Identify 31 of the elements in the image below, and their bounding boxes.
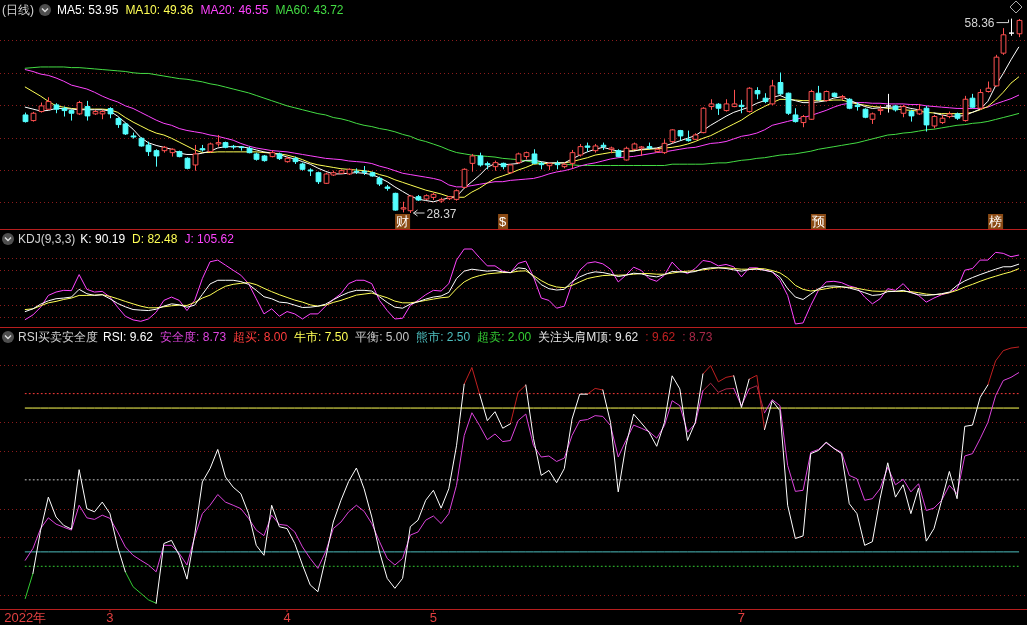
- x-tick-label: 财: [396, 214, 410, 229]
- text: MA10: 49.36: [125, 3, 194, 17]
- text: D: 82.48: [132, 232, 178, 246]
- text: : 8.73: [682, 330, 713, 344]
- x-tick-label: 预: [811, 214, 825, 229]
- x-tick-label: 3: [106, 610, 114, 625]
- text: RSI: 9.62: [103, 330, 154, 344]
- text: 超买: 8.00: [233, 330, 288, 344]
- x-tick-label: 5: [429, 610, 438, 625]
- x-tick-label: 4: [283, 610, 291, 625]
- chart-title: (日线): [2, 3, 34, 17]
- x-tick-label: 7: [737, 610, 746, 625]
- chart-title: RSI买卖安全度: [18, 330, 99, 344]
- text: 牛市: 7.50: [294, 330, 349, 344]
- text: 熊市: 2.50: [416, 330, 471, 344]
- text: 平衡: 5.00: [355, 330, 410, 344]
- text: MA60: 43.72: [275, 3, 344, 17]
- text: 安全度: 8.73: [160, 330, 227, 344]
- text: 超卖: 2.00: [477, 330, 532, 344]
- text: MA20: 46.55: [200, 3, 269, 17]
- annotation: 28.37: [426, 207, 457, 221]
- x-tick-label: 2022年: [4, 610, 47, 625]
- text: : 9.62: [645, 330, 676, 344]
- text: 关注头肩M顶: 9.62: [538, 330, 639, 344]
- x-tick-label: 榜: [989, 214, 1003, 229]
- text: K: 90.19: [80, 232, 126, 246]
- chart-title: KDJ(9,3,3): [18, 232, 76, 246]
- text: MA5: 53.95: [57, 3, 119, 17]
- x-tick-label: $: [499, 214, 508, 229]
- series-label: J: 105.62: [184, 232, 235, 246]
- annotation: 58.36: [964, 15, 995, 30]
